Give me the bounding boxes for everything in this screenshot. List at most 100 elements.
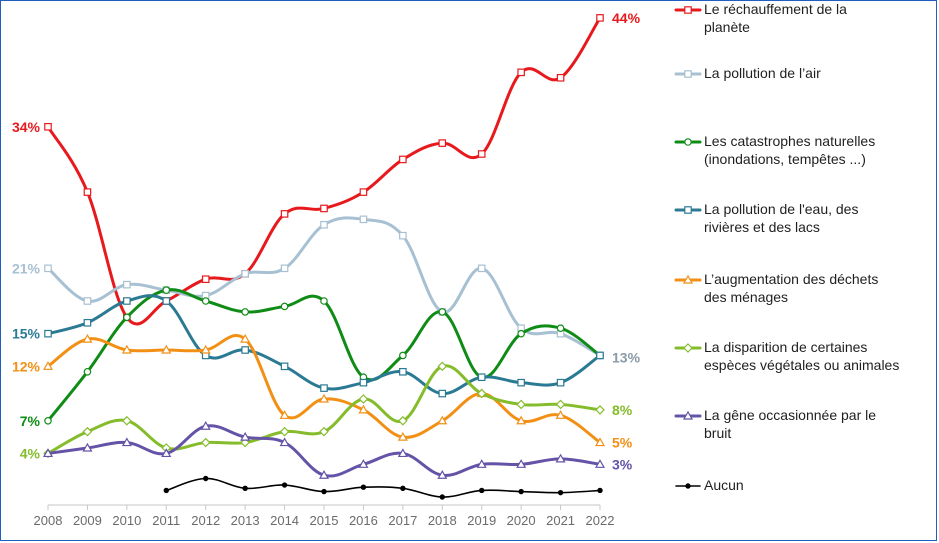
data-point [476, 459, 487, 468]
series-line [165, 477, 601, 498]
start-value-label: 12% [12, 358, 41, 374]
data-point [123, 313, 131, 322]
data-point [241, 308, 249, 316]
x-tick-label: 2022 [586, 513, 615, 528]
data-point [121, 437, 132, 447]
data-point [200, 437, 211, 448]
data-point [518, 488, 524, 495]
legend-label: La gêne occasionnée par le bruit [704, 407, 876, 441]
data-point [555, 399, 566, 410]
x-tick-label: 2017 [388, 513, 417, 528]
legend-marker [682, 274, 694, 284]
legend-label: L’augmentation des déchets des ménages [704, 271, 878, 305]
data-point [200, 344, 211, 354]
end-value-label: 44% [612, 10, 641, 26]
legend-item: Aucun [675, 477, 744, 493]
data-point [320, 384, 328, 392]
data-point [358, 404, 369, 414]
end-labels: 34% 44% 21% 7% 13% 15% 12% 5% 4% 8% 3% [12, 10, 641, 472]
data-point [162, 286, 171, 294]
data-point [280, 264, 289, 273]
x-tick-label: 2010 [112, 513, 141, 528]
data-point [123, 280, 131, 289]
data-point [280, 362, 289, 371]
data-point [516, 399, 526, 410]
data-point [44, 264, 52, 273]
legend-item: Les catastrophes naturelles (inondations,… [674, 133, 875, 167]
data-point [437, 470, 448, 479]
data-point [42, 361, 54, 370]
data-point [83, 188, 92, 196]
data-point [162, 297, 171, 305]
data-point [240, 431, 251, 441]
x-tick-label: 2012 [191, 513, 220, 528]
data-point [439, 494, 445, 500]
data-point [318, 393, 330, 403]
data-point [279, 410, 290, 419]
data-point [517, 378, 525, 387]
data-point [358, 394, 369, 404]
data-point [594, 437, 606, 447]
x-tick-label: 2016 [349, 513, 378, 528]
data-point [594, 459, 606, 468]
data-point [44, 122, 52, 131]
data-point [279, 426, 290, 437]
series-7 [42, 421, 606, 479]
data-point [320, 204, 328, 213]
data-point [597, 487, 603, 494]
series-8 [163, 475, 603, 500]
series-line [46, 216, 602, 357]
x-tick-label: 2013 [231, 513, 260, 528]
x-tick-label: 2020 [507, 513, 536, 528]
x-tick-label: 2015 [310, 513, 339, 528]
data-point [556, 378, 565, 387]
legend-label: Les catastrophes naturelles (inondations,… [704, 133, 875, 167]
data-point [82, 333, 93, 343]
data-point [477, 150, 486, 158]
legend-marker [683, 343, 693, 353]
legend-item: La pollution de l'eau, des rivières et de… [674, 201, 858, 235]
legend-item: La gêne occasionnée par le bruit [674, 407, 876, 441]
data-point [122, 415, 132, 426]
data-point [280, 210, 289, 218]
data-point [555, 453, 566, 463]
data-point [319, 426, 329, 437]
data-point [279, 437, 290, 447]
data-point [242, 485, 248, 491]
legend-item: Le réchauffement de la planète [674, 1, 847, 35]
data-point [42, 448, 54, 458]
data-point [399, 231, 407, 240]
start-value-label: 34% [12, 119, 41, 135]
series-line [46, 288, 602, 423]
legend-item: L’augmentation des déchets des ménages [674, 271, 878, 305]
data-point [399, 351, 407, 360]
legend-marker [685, 483, 691, 489]
data-point [163, 487, 169, 494]
legend-marker [684, 138, 692, 146]
x-tick-label: 2021 [546, 513, 575, 528]
data-point [438, 389, 447, 398]
data-point [398, 415, 408, 426]
data-point [397, 448, 408, 458]
data-point [399, 155, 407, 164]
end-value-label: 13% [612, 349, 641, 365]
data-point [281, 482, 288, 488]
data-point [517, 68, 525, 77]
data-point [397, 431, 408, 441]
data-point [516, 459, 527, 468]
legend-item: La pollution de l’air [674, 65, 821, 81]
legend-label: La pollution de l’air [704, 65, 821, 81]
x-tick-label: 2009 [73, 513, 102, 528]
data-point [596, 351, 604, 360]
data-point [320, 220, 328, 229]
data-point [121, 344, 132, 354]
data-point [438, 139, 447, 147]
data-point [83, 297, 92, 305]
data-point [556, 324, 565, 333]
data-point [477, 373, 486, 382]
series-line [46, 16, 602, 326]
data-point [359, 215, 368, 224]
legend-label: La disparition de certaines espèces végét… [704, 339, 899, 373]
